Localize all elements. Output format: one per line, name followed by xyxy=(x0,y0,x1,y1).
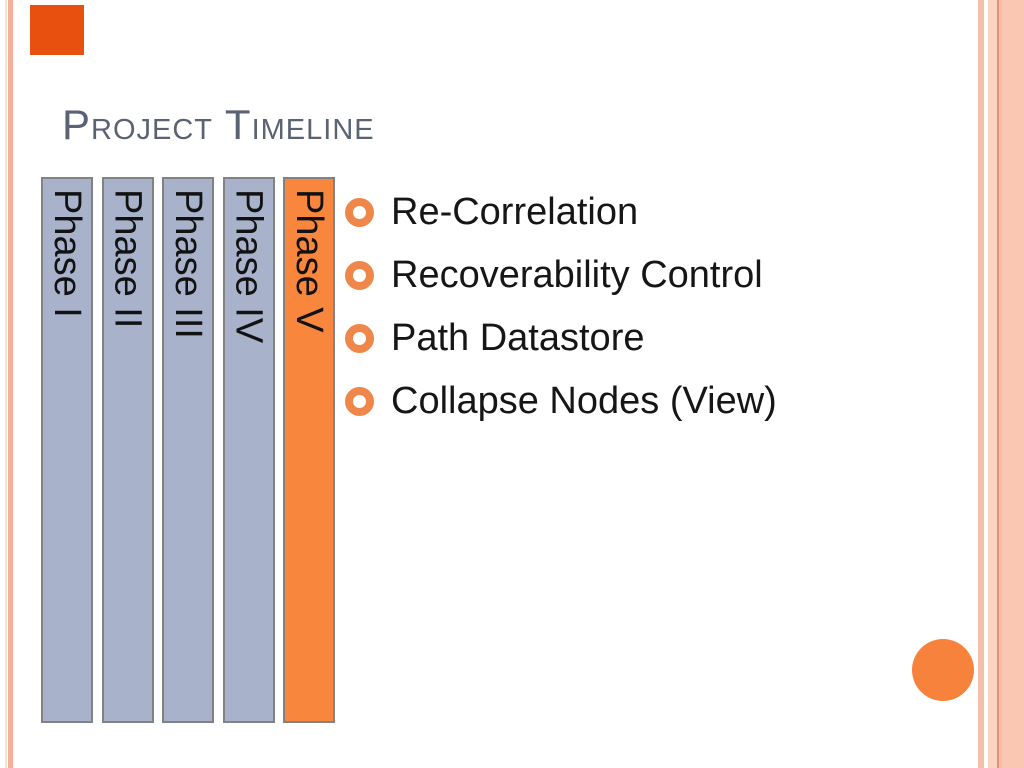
bullet-label: Recoverability Control xyxy=(391,254,763,296)
right-edge-band xyxy=(988,0,1024,768)
bullet-label: Path Datastore xyxy=(391,317,645,359)
corner-accent-square xyxy=(30,5,84,55)
left-edge-stripe xyxy=(8,0,13,768)
phase-bar-3: Phase III xyxy=(162,177,214,723)
phase-bar-label: Phase I xyxy=(46,189,88,318)
bullet-circle-icon xyxy=(345,197,374,227)
page-title: Project Timeline xyxy=(62,101,375,148)
phase-bar-1: Phase I xyxy=(41,177,93,723)
list-item: Re-Correlation xyxy=(345,189,777,235)
bullet-label: Collapse Nodes (View) xyxy=(391,380,777,422)
right-edge-stripe xyxy=(978,0,984,768)
bullet-circle-icon xyxy=(345,386,374,416)
phase-bar-2: Phase II xyxy=(101,177,154,723)
list-item: Path Datastore xyxy=(345,315,777,361)
phase-bar-label: Phase II xyxy=(106,189,149,329)
phase-bar-4: Phase IV xyxy=(222,177,275,723)
list-item: Recoverability Control xyxy=(345,252,777,298)
corner-accent-circle xyxy=(912,639,974,701)
bullet-circle-icon xyxy=(345,260,374,290)
bullet-list: Re-Correlation Recoverability Control Pa… xyxy=(345,189,777,441)
phase-bar-label: Phase V xyxy=(288,189,330,333)
list-item: Collapse Nodes (View) xyxy=(345,378,777,424)
phase-bar-5: Phase V xyxy=(283,177,335,723)
phase-bar-label: Phase III xyxy=(167,189,209,339)
phase-bar-label: Phase IV xyxy=(227,189,270,344)
left-edge-thin-stripe xyxy=(5,0,7,768)
bullet-label: Re-Correlation xyxy=(391,191,639,233)
timeline-bars: Phase I Phase II Phase III Phase IV Phas… xyxy=(41,177,335,723)
bullet-circle-icon xyxy=(345,323,374,353)
